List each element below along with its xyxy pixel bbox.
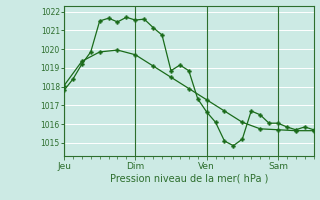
X-axis label: Pression niveau de la mer( hPa ): Pression niveau de la mer( hPa )	[110, 173, 268, 183]
